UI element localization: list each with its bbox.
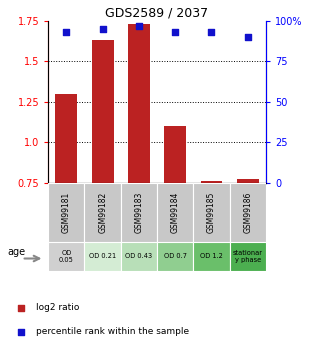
Text: GSM99184: GSM99184 (171, 191, 180, 233)
Bar (201, 181, 222, 183)
Bar (85, 241, 121, 271)
Point (173, 29, 178, 35)
Text: GSM99186: GSM99186 (243, 191, 252, 233)
Bar (230, 183, 266, 242)
Text: OD
0.05: OD 0.05 (59, 250, 74, 263)
Bar (121, 241, 157, 271)
Text: GSM99181: GSM99181 (62, 191, 71, 233)
Bar (157, 183, 193, 242)
Point (19, 305, 24, 310)
Bar (157, 241, 193, 271)
Text: OD 0.43: OD 0.43 (125, 253, 152, 259)
Text: percentile rank within the sample: percentile rank within the sample (36, 327, 189, 336)
Bar (48, 183, 85, 242)
Bar (85, 183, 121, 242)
Text: OD 0.21: OD 0.21 (89, 253, 116, 259)
Text: OD 0.7: OD 0.7 (164, 253, 187, 259)
Point (19, 329, 24, 334)
Point (209, 29, 214, 35)
Text: OD 1.2: OD 1.2 (200, 253, 223, 259)
Text: GSM99182: GSM99182 (98, 191, 107, 233)
Text: stationar
y phase: stationar y phase (233, 250, 263, 263)
Bar (128, 24, 150, 183)
Bar (92, 40, 114, 183)
Text: age: age (7, 247, 26, 257)
Bar (193, 241, 230, 271)
Bar (48, 241, 85, 271)
Bar (164, 126, 186, 183)
Point (64, 29, 69, 35)
Bar (193, 183, 230, 242)
Point (245, 34, 250, 40)
Point (100, 26, 105, 32)
Text: GSM99183: GSM99183 (134, 191, 143, 233)
Title: GDS2589 / 2037: GDS2589 / 2037 (105, 7, 209, 20)
Text: GSM99185: GSM99185 (207, 191, 216, 233)
Bar (230, 241, 266, 271)
Point (137, 23, 142, 28)
Bar (237, 179, 259, 183)
Text: log2 ratio: log2 ratio (36, 303, 79, 313)
Bar (121, 183, 157, 242)
Bar (55, 94, 77, 183)
